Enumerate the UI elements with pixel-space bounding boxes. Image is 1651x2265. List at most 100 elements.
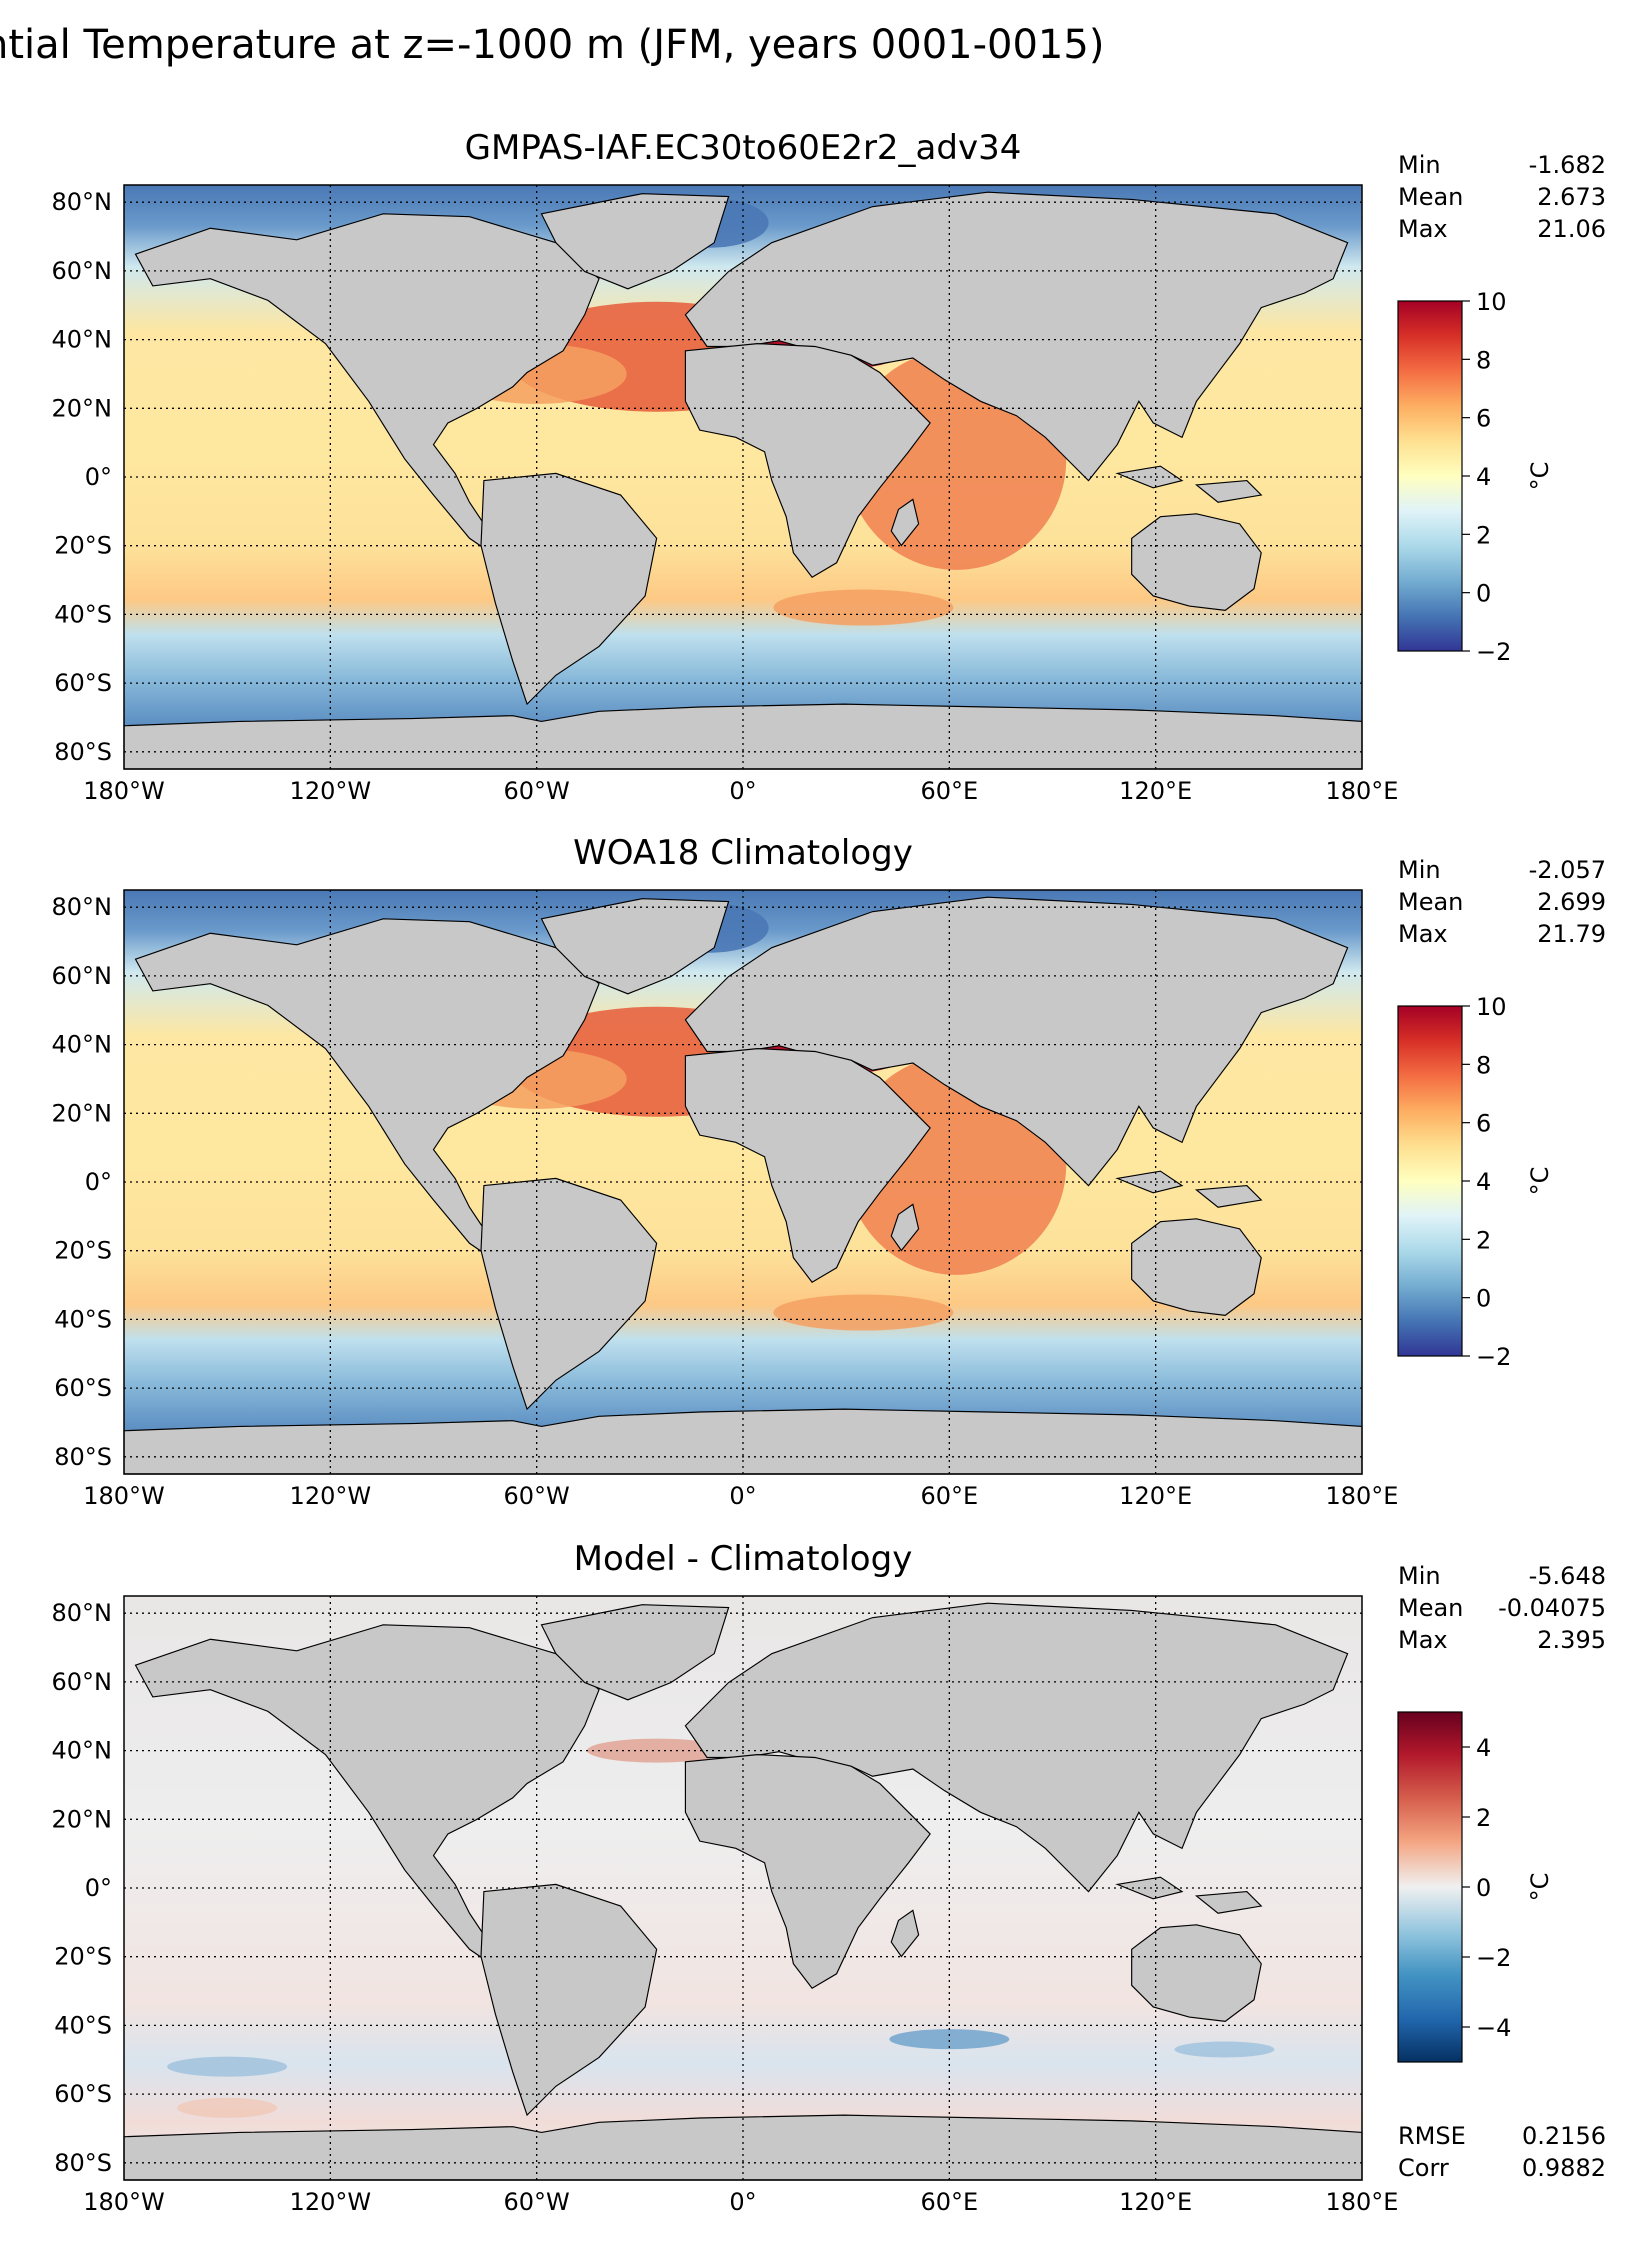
panel-title: GMPAS-IAF.EC30to60E2r2_adv34 bbox=[465, 128, 1022, 168]
lon-tick-label: 120°E bbox=[1119, 1482, 1192, 1510]
map-panel-3: Model - Climatology80°N60°N40°N20°N0°20°… bbox=[52, 1539, 1607, 2216]
colorbar-tick-label: 4 bbox=[1476, 463, 1491, 491]
lat-tick-label: 40°S bbox=[54, 2011, 112, 2039]
lat-tick-label: 40°N bbox=[52, 1737, 113, 1765]
stat-label: Max bbox=[1398, 920, 1448, 948]
lat-tick-label: 20°N bbox=[52, 1805, 113, 1833]
stat-value: 2.673 bbox=[1537, 183, 1606, 211]
lat-tick-label: 60°N bbox=[52, 257, 113, 285]
colorbar-tick-label: −4 bbox=[1476, 2014, 1511, 2042]
lat-tick-label: 0° bbox=[85, 463, 112, 491]
lat-tick-label: 20°S bbox=[54, 1237, 112, 1265]
colorbar-unit-label: °C bbox=[1526, 1167, 1554, 1196]
extra-stat-label: RMSE bbox=[1398, 2122, 1466, 2150]
panels: GMPAS-IAF.EC30to60E2r2_adv34 80°N 60°N 40°N… bbox=[52, 128, 1607, 2216]
lat-tick-label: 60°N bbox=[52, 1668, 113, 1696]
lat-tick-label: 20°S bbox=[54, 1943, 112, 1971]
colorbar-tick-label: 10 bbox=[1476, 288, 1507, 316]
lon-tick-label: 0° bbox=[729, 777, 756, 805]
map-frame bbox=[123, 1595, 1363, 2181]
colorbar-tick-label: 8 bbox=[1476, 346, 1491, 374]
lat-tick-label: 40°S bbox=[54, 1305, 112, 1333]
stat-value: 2.395 bbox=[1537, 1626, 1606, 1654]
warm-anomaly bbox=[773, 589, 954, 626]
bias-anomaly bbox=[167, 2056, 288, 2077]
lon-tick-label: 180°W bbox=[83, 777, 165, 805]
lat-tick-label: 20°S bbox=[54, 532, 112, 560]
lon-tick-label: 60°E bbox=[920, 1482, 978, 1510]
lat-tick-label: 80°N bbox=[52, 188, 113, 216]
lat-tick-label: 0° bbox=[85, 1168, 112, 1196]
lat-tick-label: 60°S bbox=[54, 669, 112, 697]
lat-tick-label: 80°S bbox=[54, 2149, 112, 2177]
panel-title: WOA18 Climatology bbox=[573, 833, 913, 873]
lon-tick-label: 120°E bbox=[1119, 777, 1192, 805]
extra-stat-label: Corr bbox=[1398, 2154, 1449, 2182]
map-frame bbox=[123, 889, 1363, 1475]
lat-tick-label: 0° bbox=[85, 1874, 112, 1902]
colorbar-tick-label: −2 bbox=[1476, 638, 1511, 666]
colorbar-tick-label: 4 bbox=[1476, 1168, 1491, 1196]
stat-label: Max bbox=[1398, 215, 1448, 243]
lat-tick-label: 80°S bbox=[54, 1443, 112, 1471]
colorbar-tick-label: 8 bbox=[1476, 1051, 1491, 1079]
extra-stat-value: 0.9882 bbox=[1522, 2154, 1606, 2182]
lat-tick-label: 20°N bbox=[52, 1099, 113, 1127]
stat-value: -0.04075 bbox=[1498, 1594, 1606, 1622]
colorbar-tick-label: −2 bbox=[1476, 1944, 1511, 1972]
lon-tick-label: 0° bbox=[729, 2188, 756, 2216]
colorbar-tick-label: 6 bbox=[1476, 405, 1491, 433]
lon-tick-label: 120°E bbox=[1119, 2188, 1192, 2216]
map-panel-1: GMPAS-IAF.EC30to60E2r2_adv34 80°N 60°N 40°N… bbox=[52, 128, 1607, 805]
warm-anomaly bbox=[773, 1294, 954, 1331]
lon-tick-label: 60°E bbox=[920, 2188, 978, 2216]
colorbar-tick-label: 2 bbox=[1476, 1226, 1491, 1254]
lon-tick-label: 180°W bbox=[83, 1482, 165, 1510]
colorbar-unit-label: °C bbox=[1526, 1873, 1554, 1902]
lon-tick-label: 60°E bbox=[920, 777, 978, 805]
lat-tick-label: 40°N bbox=[52, 1031, 113, 1059]
colorbar bbox=[1397, 300, 1463, 652]
stat-value: 21.79 bbox=[1537, 920, 1606, 948]
lat-tick-label: 80°N bbox=[52, 893, 113, 921]
lon-tick-label: 180°W bbox=[83, 2188, 165, 2216]
lon-tick-label: 120°W bbox=[290, 777, 372, 805]
colorbar-tick-label: 0 bbox=[1476, 1874, 1491, 1902]
lat-tick-label: 80°N bbox=[52, 1599, 113, 1627]
lon-tick-label: 180°E bbox=[1326, 1482, 1399, 1510]
lon-tick-label: 180°E bbox=[1326, 2188, 1399, 2216]
colorbar-unit-label: °C bbox=[1526, 462, 1554, 491]
colorbar-tick-label: 0 bbox=[1476, 580, 1491, 608]
colorbar bbox=[1397, 1711, 1463, 2063]
stat-label: Max bbox=[1398, 1626, 1448, 1654]
colorbar-tick-label: 2 bbox=[1476, 1804, 1491, 1832]
stat-label: Min bbox=[1398, 1562, 1441, 1590]
lon-tick-label: 120°W bbox=[290, 2188, 372, 2216]
stat-value: -2.057 bbox=[1529, 856, 1606, 884]
stat-label: Mean bbox=[1398, 183, 1463, 211]
colorbar-tick-label: 0 bbox=[1476, 1285, 1491, 1313]
colorbar-tick-label: 4 bbox=[1476, 1734, 1491, 1762]
lon-tick-label: 180°E bbox=[1326, 777, 1399, 805]
lon-tick-label: 0° bbox=[729, 1482, 756, 1510]
stat-value: -5.648 bbox=[1529, 1562, 1606, 1590]
lon-tick-label: 60°W bbox=[504, 1482, 570, 1510]
figure-suptitle: Potential Temperature at z=-1000 m (JFM,… bbox=[0, 22, 1104, 68]
bias-anomaly bbox=[177, 2097, 278, 2118]
map-panel-2: WOA18 Climatology 80°N 60°N 40°N 20°N 0° 20°S 4… bbox=[52, 833, 1607, 1510]
stat-value: 2.699 bbox=[1537, 888, 1606, 916]
lat-tick-label: 40°S bbox=[54, 600, 112, 628]
lat-tick-label: 80°S bbox=[54, 738, 112, 766]
colorbar-tick-label: 6 bbox=[1476, 1110, 1491, 1138]
colorbar-tick-label: −2 bbox=[1476, 1343, 1511, 1371]
stat-value: 21.06 bbox=[1537, 215, 1606, 243]
bias-anomaly bbox=[1174, 2041, 1275, 2058]
bias-anomaly bbox=[889, 2029, 1010, 2050]
colorbar bbox=[1397, 1005, 1463, 1357]
lat-tick-label: 60°S bbox=[54, 1374, 112, 1402]
extra-stat-value: 0.2156 bbox=[1522, 2122, 1606, 2150]
stat-label: Mean bbox=[1398, 888, 1463, 916]
panel-title: Model - Climatology bbox=[574, 1539, 913, 1579]
stat-value: -1.682 bbox=[1529, 151, 1606, 179]
